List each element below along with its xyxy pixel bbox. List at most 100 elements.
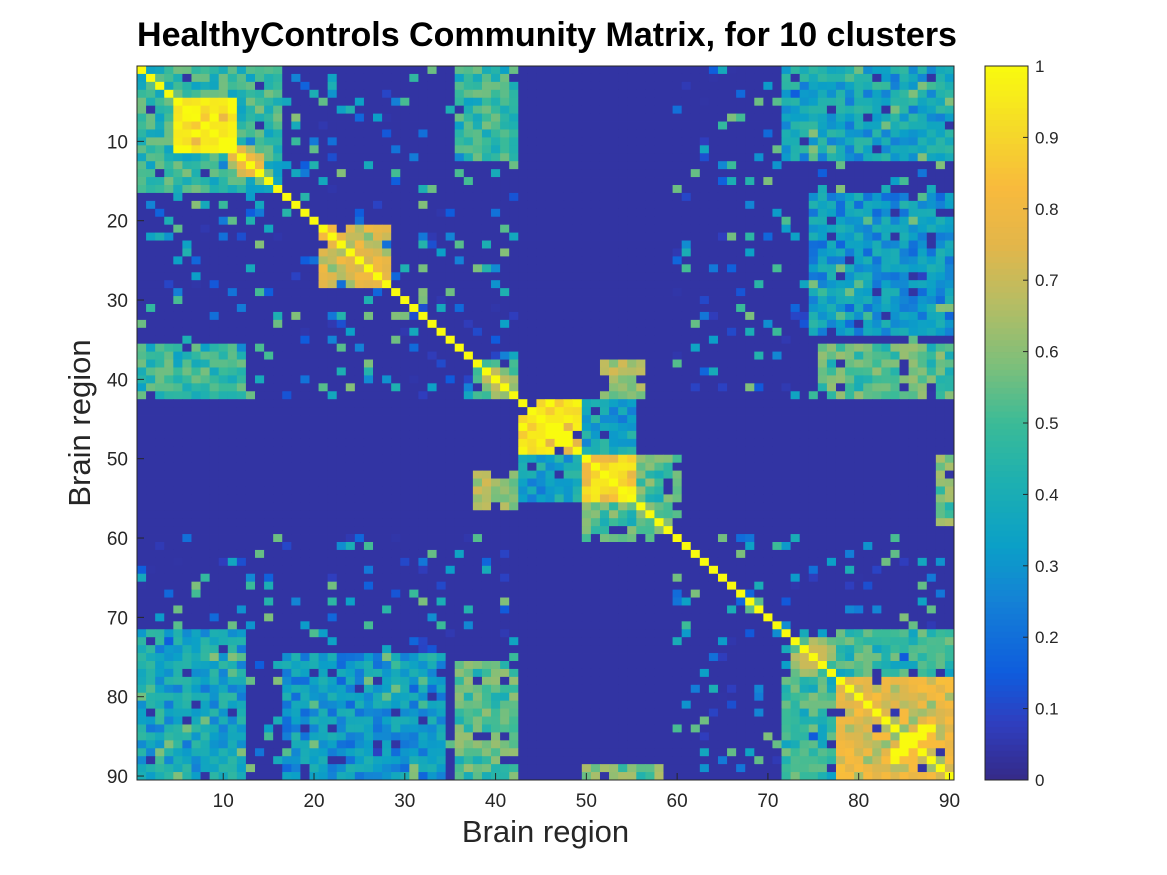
heatmap-cell [291, 73, 301, 83]
heatmap-cell [926, 81, 937, 91]
heatmap-cell [881, 423, 891, 432]
heatmap-cell [481, 407, 492, 416]
heatmap-cell [236, 423, 247, 432]
heatmap-cell [327, 73, 338, 83]
heatmap-cell [318, 137, 329, 146]
heatmap-cell [191, 272, 201, 281]
heatmap-cell [500, 113, 510, 122]
heatmap-cell [409, 66, 419, 75]
heatmap-cell [454, 454, 465, 464]
heatmap-cell [391, 343, 401, 352]
heatmap-cell [164, 319, 174, 329]
heatmap-cell [227, 304, 238, 313]
heatmap-cell [663, 430, 673, 440]
heatmap-cell [908, 319, 919, 329]
heatmap-cell [944, 446, 955, 456]
heatmap-cell [218, 359, 229, 368]
heatmap-cell [845, 113, 855, 122]
heatmap-cell [382, 129, 392, 138]
heatmap-cell [708, 169, 719, 178]
heatmap-cell [454, 383, 465, 392]
heatmap-cell [472, 169, 483, 178]
heatmap-cell [164, 97, 174, 107]
heatmap-cell [527, 351, 537, 360]
heatmap-cell [627, 486, 637, 495]
heatmap-cell [391, 232, 401, 241]
heatmap-cell [509, 478, 519, 487]
heatmap-cell [182, 169, 192, 178]
heatmap-cell [137, 66, 147, 75]
heatmap-cell [191, 327, 201, 337]
heatmap-cell [654, 97, 664, 107]
heatmap-cell [754, 351, 764, 360]
heatmap-cell [518, 264, 528, 273]
heatmap-cell [345, 430, 356, 440]
heatmap-cell [545, 89, 555, 99]
heatmap-cell [336, 169, 347, 178]
heatmap-cell [400, 438, 410, 448]
heatmap-cell [908, 66, 919, 75]
heatmap-cell [164, 248, 174, 257]
heatmap-cell [609, 319, 619, 329]
heatmap-cell [654, 430, 664, 440]
heatmap-cell [754, 272, 764, 281]
heatmap-cell [500, 399, 510, 408]
heatmap-cell [917, 430, 928, 440]
heatmap-cell [137, 264, 147, 273]
heatmap-cell [245, 383, 256, 392]
heatmap-cell [518, 486, 528, 495]
heatmap-cell [345, 407, 356, 416]
heatmap-cell [200, 399, 211, 408]
heatmap-cell [935, 185, 946, 194]
heatmap-cell [690, 423, 701, 432]
heatmap-cell [137, 430, 147, 440]
heatmap-cell [736, 256, 746, 265]
heatmap-cell [164, 478, 174, 487]
heatmap-cell [454, 216, 465, 226]
heatmap-cell [708, 89, 719, 99]
heatmap-cell [391, 391, 401, 400]
heatmap-cell [727, 177, 737, 186]
heatmap-cell [391, 304, 401, 313]
heatmap-cell [409, 192, 419, 202]
heatmap-cell [472, 137, 483, 146]
heatmap-cell [581, 311, 592, 321]
heatmap-cell [545, 81, 555, 91]
heatmap-cell [618, 327, 628, 337]
heatmap-cell [808, 288, 819, 297]
heatmap-cell [481, 232, 492, 241]
heatmap-cell [599, 264, 610, 273]
heatmap-cell [727, 192, 737, 202]
heatmap-cell [382, 161, 392, 170]
heatmap-cell [291, 280, 301, 289]
heatmap-cell [309, 478, 319, 487]
heatmap-cell [581, 169, 592, 178]
heatmap-cell [554, 430, 565, 440]
heatmap-cell [590, 137, 601, 146]
heatmap-cell [944, 185, 955, 194]
heatmap-cell [563, 319, 574, 329]
heatmap-cell [754, 367, 764, 376]
heatmap-cell [509, 81, 519, 91]
heatmap-cell [763, 240, 773, 249]
heatmap-cell [445, 454, 456, 464]
heatmap-cell [917, 224, 928, 233]
heatmap-cell [373, 240, 383, 249]
heatmap-cell [609, 415, 619, 424]
heatmap-cell [173, 486, 183, 495]
heatmap-cell [926, 446, 937, 456]
heatmap-cell [645, 399, 655, 408]
heatmap-cell [345, 454, 356, 464]
heatmap-cell [908, 367, 919, 376]
heatmap-cell [354, 97, 365, 107]
heatmap-cell [618, 415, 628, 424]
heatmap-cell [291, 169, 301, 178]
heatmap-cell [481, 446, 492, 456]
heatmap-cell [872, 224, 882, 233]
heatmap-cell [817, 89, 828, 99]
heatmap-cell [699, 391, 710, 400]
heatmap-cell [590, 145, 601, 154]
heatmap-cell [636, 66, 646, 75]
heatmap-cell [463, 478, 474, 487]
heatmap-cell [609, 367, 619, 376]
